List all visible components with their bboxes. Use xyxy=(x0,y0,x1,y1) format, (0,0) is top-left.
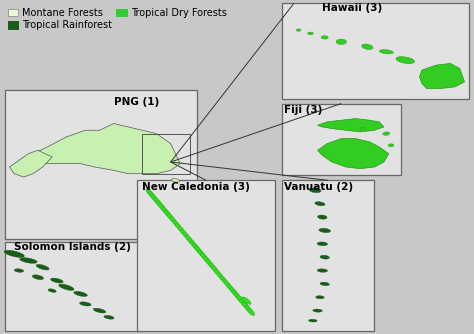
Ellipse shape xyxy=(360,127,365,130)
Ellipse shape xyxy=(74,291,87,297)
Polygon shape xyxy=(33,124,180,174)
Polygon shape xyxy=(9,150,52,177)
Ellipse shape xyxy=(175,223,181,228)
Ellipse shape xyxy=(225,282,231,287)
Ellipse shape xyxy=(214,270,220,275)
Ellipse shape xyxy=(317,269,328,272)
Ellipse shape xyxy=(234,293,242,301)
Text: PNG (1): PNG (1) xyxy=(114,97,159,107)
Ellipse shape xyxy=(178,226,183,231)
Ellipse shape xyxy=(319,228,330,232)
Ellipse shape xyxy=(316,296,324,299)
Ellipse shape xyxy=(14,269,24,272)
Ellipse shape xyxy=(222,279,228,284)
Ellipse shape xyxy=(239,299,247,307)
Ellipse shape xyxy=(171,178,180,182)
Ellipse shape xyxy=(219,276,225,281)
Ellipse shape xyxy=(153,197,161,205)
Ellipse shape xyxy=(190,241,198,248)
Ellipse shape xyxy=(379,50,393,54)
Bar xyxy=(137,180,275,331)
Bar xyxy=(282,104,401,175)
Ellipse shape xyxy=(146,189,153,195)
Ellipse shape xyxy=(315,202,325,206)
Ellipse shape xyxy=(362,44,373,49)
Text: New Caledonia (3): New Caledonia (3) xyxy=(142,182,250,192)
Ellipse shape xyxy=(151,194,158,202)
Ellipse shape xyxy=(48,289,56,292)
Ellipse shape xyxy=(320,282,329,286)
Ellipse shape xyxy=(32,275,44,280)
Text: Solomon Islands (2): Solomon Islands (2) xyxy=(14,242,131,252)
Bar xyxy=(5,242,142,331)
Ellipse shape xyxy=(51,278,63,283)
Ellipse shape xyxy=(80,302,91,306)
Ellipse shape xyxy=(227,285,234,291)
Ellipse shape xyxy=(217,273,223,278)
Ellipse shape xyxy=(173,220,178,225)
Ellipse shape xyxy=(156,200,164,208)
Ellipse shape xyxy=(309,319,317,322)
Ellipse shape xyxy=(195,246,203,255)
Ellipse shape xyxy=(4,250,24,258)
Bar xyxy=(282,3,469,99)
Ellipse shape xyxy=(158,203,166,211)
Ellipse shape xyxy=(321,36,328,39)
Ellipse shape xyxy=(203,256,210,264)
Ellipse shape xyxy=(148,192,155,199)
Ellipse shape xyxy=(242,297,251,304)
Ellipse shape xyxy=(93,308,106,313)
Ellipse shape xyxy=(181,229,186,235)
Ellipse shape xyxy=(320,255,329,259)
Ellipse shape xyxy=(170,217,176,223)
Ellipse shape xyxy=(20,258,37,263)
Ellipse shape xyxy=(308,32,313,35)
Ellipse shape xyxy=(248,309,255,316)
Ellipse shape xyxy=(192,244,200,252)
Ellipse shape xyxy=(242,302,250,310)
Ellipse shape xyxy=(200,253,208,261)
Ellipse shape xyxy=(164,210,171,217)
Ellipse shape xyxy=(232,290,239,298)
Ellipse shape xyxy=(313,309,322,312)
Bar xyxy=(5,90,197,239)
Ellipse shape xyxy=(318,215,327,219)
Text: Hawaii (3): Hawaii (3) xyxy=(322,3,383,13)
Polygon shape xyxy=(318,119,384,132)
Bar xyxy=(282,180,374,331)
Ellipse shape xyxy=(317,242,328,246)
Ellipse shape xyxy=(336,39,346,44)
Ellipse shape xyxy=(296,29,301,31)
Ellipse shape xyxy=(188,238,195,245)
Ellipse shape xyxy=(36,265,49,270)
Ellipse shape xyxy=(161,207,169,214)
Ellipse shape xyxy=(104,315,114,319)
Ellipse shape xyxy=(209,263,215,269)
Ellipse shape xyxy=(237,296,245,304)
Bar xyxy=(142,134,190,174)
Text: Fiji (3): Fiji (3) xyxy=(284,105,323,115)
Ellipse shape xyxy=(183,232,189,238)
Legend: Montane Forests, Tropical Rainforest, Tropical Dry Forests: Montane Forests, Tropical Rainforest, Tr… xyxy=(5,5,229,33)
Text: Vanuatu (2): Vanuatu (2) xyxy=(284,182,354,192)
Polygon shape xyxy=(419,63,465,89)
Ellipse shape xyxy=(167,213,173,220)
Ellipse shape xyxy=(206,260,213,267)
Polygon shape xyxy=(318,139,389,169)
Ellipse shape xyxy=(185,235,192,241)
Ellipse shape xyxy=(310,188,321,193)
Ellipse shape xyxy=(245,306,252,313)
Ellipse shape xyxy=(396,57,414,63)
Ellipse shape xyxy=(383,132,390,135)
Ellipse shape xyxy=(229,287,237,294)
Ellipse shape xyxy=(198,249,206,258)
Ellipse shape xyxy=(388,144,394,147)
Ellipse shape xyxy=(211,266,218,272)
Ellipse shape xyxy=(59,284,74,290)
